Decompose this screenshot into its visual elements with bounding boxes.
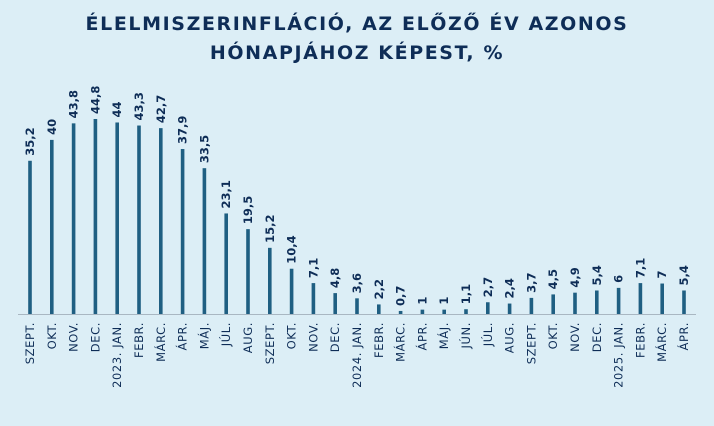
data-label: 2,2 — [372, 279, 386, 299]
data-label: 4,8 — [328, 268, 342, 288]
bar — [595, 290, 599, 314]
data-label: 3,7 — [524, 273, 538, 293]
x-tick-label: OKT. — [45, 322, 59, 349]
bar — [268, 247, 272, 314]
chart-title-line-1: ÉLELMISZERINFLÁCIÓ, AZ ELŐZŐ ÉV AZONOS — [85, 13, 629, 35]
bar — [71, 123, 76, 314]
bar — [616, 287, 621, 314]
bar — [507, 303, 512, 314]
bar — [420, 309, 425, 314]
x-tick-label: FEBR. — [132, 322, 146, 358]
bar — [202, 168, 207, 314]
x-tick-label: MÁRC. — [654, 322, 669, 362]
data-label: 40 — [45, 119, 59, 135]
bar — [159, 128, 163, 314]
x-tick-label: ÁPR. — [175, 322, 190, 350]
data-label: 43,3 — [132, 92, 146, 120]
data-label: 7 — [655, 271, 669, 279]
x-tick-label: OKT. — [546, 322, 560, 349]
bar — [682, 290, 686, 314]
data-label: 4,9 — [568, 267, 582, 287]
data-label: 23,1 — [219, 180, 233, 208]
bar — [93, 119, 98, 314]
x-tick-label: SZEPT. — [263, 322, 277, 364]
data-label: 6 — [612, 275, 626, 283]
data-label: 10,4 — [285, 235, 299, 263]
data-label: 5,4 — [590, 265, 604, 285]
bar — [333, 293, 337, 314]
bar — [464, 309, 468, 314]
bar — [28, 160, 32, 314]
data-label: 3,6 — [350, 273, 364, 293]
bar — [246, 229, 250, 314]
bar — [377, 304, 381, 314]
chart-title-line-2: HÓNAPJÁHOZ KÉPEST, % — [209, 42, 505, 64]
bar — [398, 310, 403, 314]
data-label: 0,7 — [394, 286, 408, 306]
data-label: 1 — [415, 297, 429, 305]
bar — [529, 297, 534, 314]
bar — [486, 302, 490, 314]
x-tick-label: DEC. — [88, 322, 102, 352]
x-tick-label: FEBR. — [633, 322, 647, 358]
x-tick-label: DEC. — [590, 322, 604, 352]
x-tick-label: OKT. — [285, 322, 299, 349]
data-label: 44,8 — [88, 86, 102, 114]
x-tick-label: ÁPR. — [676, 322, 691, 350]
bar — [551, 294, 555, 314]
bar — [180, 149, 185, 314]
x-tick-label: NOV. — [568, 322, 582, 352]
x-tick-label: NOV. — [67, 322, 81, 352]
bar — [442, 309, 446, 314]
x-tick-label: SZEPT. — [524, 322, 538, 364]
data-label: 1,1 — [459, 284, 473, 304]
data-label: 5,4 — [677, 265, 691, 285]
bar — [289, 268, 294, 314]
x-tick-label: JÚN. — [458, 322, 473, 349]
x-tick-label: SZEPT. — [23, 322, 37, 364]
data-label: 19,5 — [241, 196, 255, 224]
x-tick-label: AUG. — [503, 322, 517, 353]
x-tick-label: MÁRC. — [153, 322, 168, 362]
bar — [115, 122, 119, 314]
bar — [50, 139, 54, 314]
x-tick-label: JÚL. — [480, 322, 495, 347]
x-tick-label: NOV. — [306, 322, 320, 352]
data-label: 33,5 — [197, 135, 211, 163]
x-tick-label: ÁPR. — [414, 322, 429, 350]
data-label: 43,8 — [67, 90, 81, 118]
bar — [638, 283, 643, 314]
x-tick-label: MÁRC. — [393, 322, 408, 362]
bar — [355, 298, 359, 314]
bar — [137, 125, 141, 314]
x-tick-label: 2024. JAN. — [350, 322, 364, 388]
x-tick-label: DEC. — [328, 322, 342, 352]
data-label: 1 — [437, 297, 451, 305]
data-label: 2,7 — [481, 277, 495, 297]
bar — [224, 213, 228, 314]
x-tick-label: MÁJ. — [436, 322, 451, 349]
bar — [573, 292, 577, 314]
bar — [660, 283, 664, 314]
x-tick-label: JÚL. — [218, 322, 233, 347]
data-label: 15,2 — [263, 214, 277, 242]
data-label: 42,7 — [154, 95, 168, 123]
data-label: 44 — [110, 101, 124, 117]
x-tick-label: FEBR. — [372, 322, 386, 358]
x-tick-label: MÁJ. — [196, 322, 211, 349]
data-label: 7,1 — [306, 258, 320, 278]
bar — [311, 283, 316, 314]
data-label: 35,2 — [23, 127, 37, 155]
x-tick-label: 2023. JAN. — [110, 322, 124, 388]
data-label: 2,4 — [503, 278, 517, 298]
data-label: 4,5 — [546, 269, 560, 289]
x-tick-label: 2025. JAN. — [612, 322, 626, 388]
data-label: 37,9 — [176, 116, 190, 144]
x-tick-label: AUG. — [241, 322, 255, 353]
data-label: 7,1 — [633, 258, 647, 278]
